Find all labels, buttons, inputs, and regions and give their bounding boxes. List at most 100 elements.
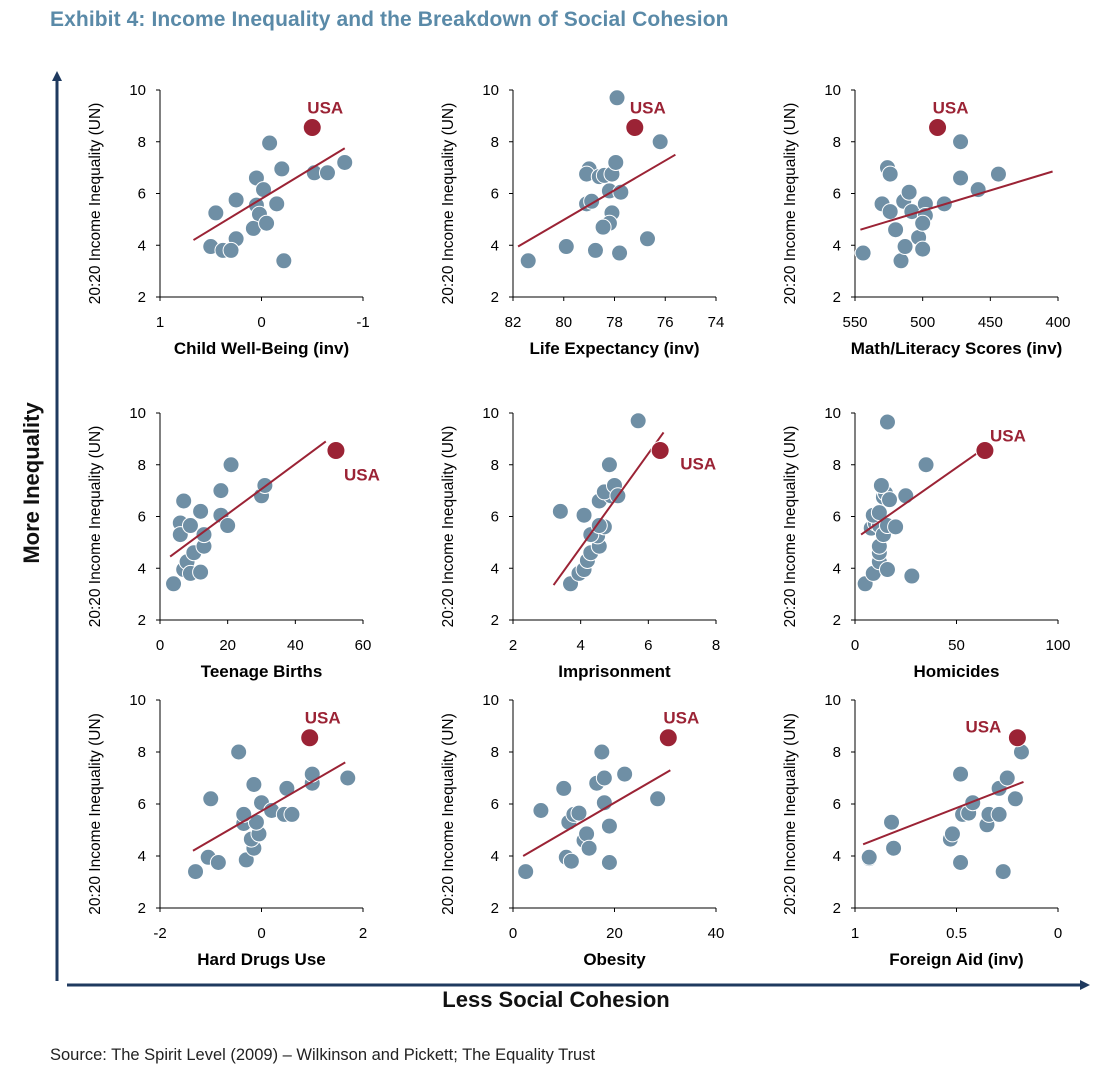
y-tick-label: 4 bbox=[138, 848, 146, 865]
y-tick-label: 10 bbox=[824, 692, 841, 709]
data-point bbox=[887, 518, 905, 536]
y-axis-label: 20:20 Income Inequality (UN) bbox=[440, 713, 457, 915]
data-point bbox=[273, 160, 291, 178]
y-axis-label: 20:20 Income Inequality (UN) bbox=[782, 103, 799, 305]
y-axis-label: 20:20 Income Inequality (UN) bbox=[782, 713, 799, 915]
y-tick-label: 4 bbox=[833, 848, 841, 865]
y-tick-label: 8 bbox=[491, 744, 499, 761]
y-tick-label: 4 bbox=[138, 237, 146, 254]
y-tick-label: 2 bbox=[138, 900, 146, 917]
data-point bbox=[881, 165, 899, 183]
data-point bbox=[575, 506, 593, 524]
data-point bbox=[860, 848, 878, 866]
trend-line bbox=[169, 440, 327, 558]
data-point bbox=[952, 765, 970, 783]
data-point bbox=[994, 863, 1012, 881]
data-point bbox=[593, 743, 611, 761]
x-axis-label: Homicides bbox=[914, 662, 1000, 681]
y-axis-label: 20:20 Income Inequality (UN) bbox=[440, 103, 457, 305]
data-point bbox=[235, 805, 253, 823]
data-point bbox=[878, 413, 896, 431]
y-tick-label: 8 bbox=[491, 457, 499, 474]
data-point bbox=[881, 203, 899, 221]
usa-point bbox=[975, 441, 995, 461]
y-tick-label: 10 bbox=[482, 82, 499, 99]
y-tick-label: 6 bbox=[491, 186, 499, 203]
usa-point bbox=[650, 441, 670, 461]
usa-point bbox=[326, 441, 346, 461]
usa-label: USA bbox=[307, 99, 343, 118]
x-tick-label: 0.5 bbox=[946, 925, 967, 942]
data-point bbox=[562, 852, 580, 870]
usa-label: USA bbox=[933, 99, 969, 118]
y-tick-label: 6 bbox=[138, 796, 146, 813]
y-tick-label: 2 bbox=[833, 289, 841, 306]
y-tick-label: 2 bbox=[833, 900, 841, 917]
x-tick-label: 0 bbox=[851, 637, 859, 654]
data-point bbox=[570, 804, 588, 822]
data-point bbox=[555, 779, 573, 797]
usa-point bbox=[928, 118, 948, 138]
data-point bbox=[649, 790, 667, 808]
y-tick-label: 10 bbox=[482, 405, 499, 422]
trend-line bbox=[552, 431, 665, 586]
y-tick-label: 6 bbox=[138, 509, 146, 526]
y-tick-label: 2 bbox=[491, 289, 499, 306]
y-tick-label: 6 bbox=[833, 186, 841, 203]
x-tick-label: 550 bbox=[842, 314, 867, 331]
y-tick-label: 10 bbox=[129, 692, 146, 709]
x-tick-label: 50 bbox=[948, 637, 965, 654]
data-point bbox=[227, 191, 245, 209]
x-tick-label: 8 bbox=[712, 637, 720, 654]
x-tick-label: 0 bbox=[257, 314, 265, 331]
data-point bbox=[914, 214, 932, 232]
data-point bbox=[339, 769, 357, 787]
x-tick-label: 4 bbox=[576, 637, 584, 654]
x-tick-label: 1 bbox=[156, 314, 164, 331]
trend-line bbox=[192, 147, 346, 241]
x-axis-label: Foreign Aid (inv) bbox=[889, 950, 1023, 969]
x-tick-label: 80 bbox=[555, 314, 572, 331]
x-tick-label: 500 bbox=[910, 314, 935, 331]
data-point bbox=[557, 238, 575, 256]
y-tick-label: 10 bbox=[824, 82, 841, 99]
data-point bbox=[881, 491, 899, 509]
x-tick-label: 6 bbox=[644, 637, 652, 654]
x-tick-label: 74 bbox=[708, 314, 725, 331]
y-tick-label: 10 bbox=[482, 692, 499, 709]
x-tick-label: 76 bbox=[657, 314, 674, 331]
chart-panel-7: 2 4 6 8 10 -2 0 2 20:20 Income Inequality (UN) Ha… bbox=[87, 692, 367, 969]
trend-line bbox=[860, 170, 1053, 231]
chart-panel-5: 2 4 6 8 10 2 4 6 8 20:20 Income Inequality (UN) Im… bbox=[440, 405, 720, 681]
data-point bbox=[900, 183, 918, 201]
x-axis-label: Hard Drugs Use bbox=[197, 950, 325, 969]
data-point bbox=[872, 476, 890, 494]
x-tick-label: 78 bbox=[606, 314, 623, 331]
data-point bbox=[580, 839, 598, 857]
y-axis-label: 20:20 Income Inequality (UN) bbox=[87, 713, 104, 915]
y-tick-label: 8 bbox=[138, 457, 146, 474]
data-point bbox=[629, 412, 647, 430]
x-axis-label: Math/Literacy Scores (inv) bbox=[851, 339, 1063, 358]
data-point bbox=[336, 153, 354, 171]
y-tick-label: 4 bbox=[833, 560, 841, 577]
data-point bbox=[181, 517, 199, 535]
y-tick-label: 6 bbox=[138, 186, 146, 203]
chart-panel-3: 2 4 6 8 10 550 500 450 400 20:20 Income Inequalit… bbox=[782, 82, 1071, 358]
data-point bbox=[896, 238, 914, 256]
y-tick-label: 8 bbox=[138, 744, 146, 761]
x-tick-label: 0 bbox=[509, 925, 517, 942]
y-tick-label: 8 bbox=[833, 457, 841, 474]
data-point bbox=[638, 230, 656, 248]
x-tick-label: 82 bbox=[505, 314, 522, 331]
x-tick-label: 0 bbox=[156, 637, 164, 654]
data-point bbox=[586, 241, 604, 259]
usa-point bbox=[300, 728, 320, 748]
usa-point bbox=[1007, 728, 1027, 748]
usa-point bbox=[625, 118, 645, 138]
data-point bbox=[595, 769, 613, 787]
x-tick-label: 100 bbox=[1045, 637, 1070, 654]
